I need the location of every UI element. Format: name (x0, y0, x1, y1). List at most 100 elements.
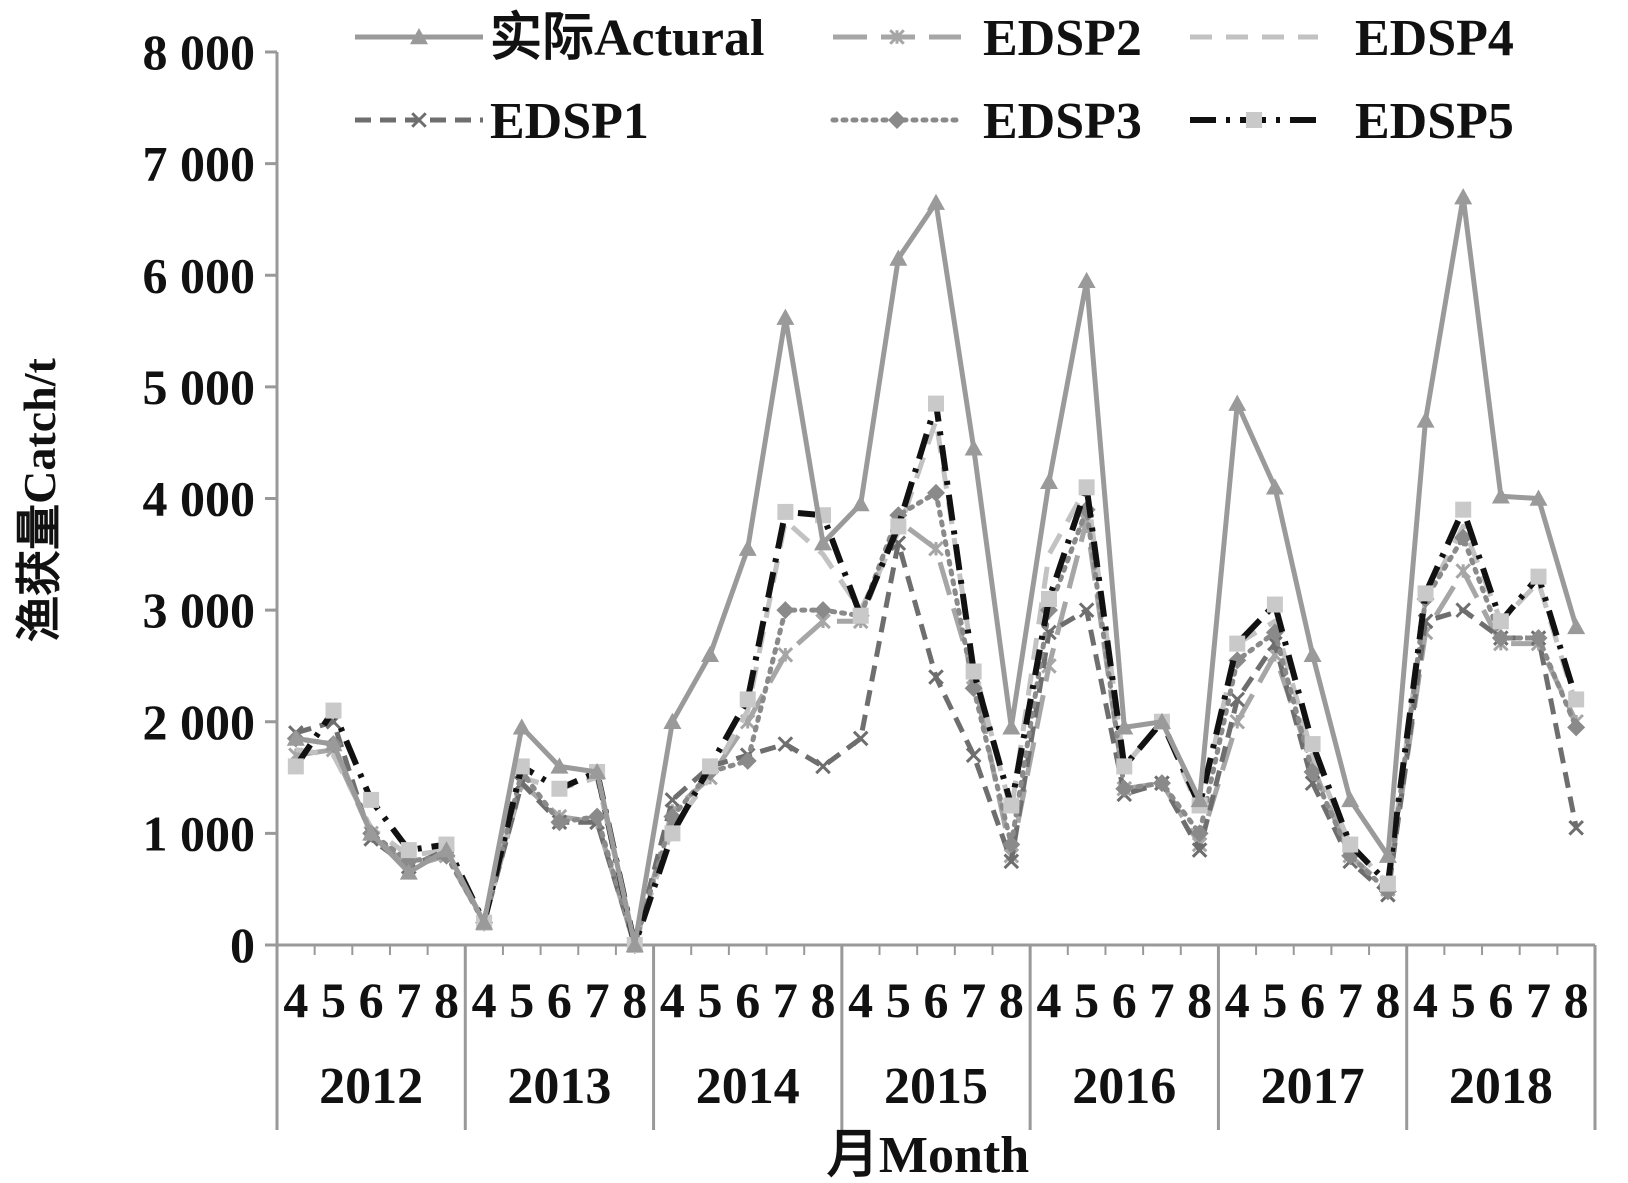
data-point (927, 193, 945, 210)
data-point (1039, 472, 1058, 489)
legend-item: EDSP3 (830, 93, 1142, 150)
x-tick-label-month: 5 (509, 972, 534, 1028)
x-axis-title: 月Month (827, 1127, 1029, 1183)
data-point (702, 758, 719, 775)
data-point (411, 112, 427, 128)
data-point (888, 111, 906, 129)
x-tick-label-month: 5 (321, 972, 346, 1028)
y-axis-title: 渔获量Catch/t (14, 358, 65, 642)
y-tick-label: 6 000 (143, 247, 256, 303)
data-point (1304, 736, 1321, 753)
axes-layer: 0 1 000 2 000 3 000 4 000 5 000 6 000 7 000 8 00… (143, 24, 1597, 1130)
data-point (889, 249, 908, 266)
data-point (1040, 590, 1057, 607)
legend-item: EDSP4 (1190, 10, 1514, 67)
data-point (664, 825, 681, 842)
data-point (776, 601, 795, 620)
x-tick-label-month: 4 (660, 972, 685, 1028)
y-tick-label: 5 000 (143, 359, 256, 415)
data-point (410, 28, 428, 45)
x-tick-label-month: 8 (1187, 972, 1212, 1028)
data-point (512, 718, 531, 735)
data-point (1342, 836, 1359, 853)
data-point (1530, 568, 1547, 585)
data-point (1002, 718, 1021, 735)
legend-label: EDSP4 (1355, 10, 1514, 67)
legend-item: EDSP1 (355, 93, 649, 150)
data-point (588, 807, 607, 826)
data-point (1492, 613, 1509, 630)
data-point (551, 780, 568, 797)
legend-label: EDSP3 (983, 93, 1142, 150)
legend: 实际Actural EDSP2 EDSP4 EDSP1 EDSP3 EDSP5 (355, 9, 1514, 150)
data-point (1491, 629, 1510, 648)
y-tick-label: 3 000 (143, 582, 256, 638)
x-tick-label-month: 6 (1300, 972, 1325, 1028)
legend-label: EDSP2 (983, 10, 1142, 67)
data-point (928, 540, 944, 557)
y-tick-label: 7 000 (143, 136, 256, 192)
x-tick-label-month: 4 (1225, 972, 1250, 1028)
legend-item: EDSP2 (833, 10, 1142, 67)
legend-label: 实际Actural (490, 9, 764, 67)
data-point (1115, 779, 1134, 798)
data-point (1529, 489, 1548, 506)
y-tick-label: 8 000 (143, 24, 256, 80)
data-point (437, 841, 456, 858)
x-tick-label-month: 4 (1036, 972, 1061, 1028)
x-tick-label-month: 7 (585, 972, 610, 1028)
series-EDSP5 (287, 395, 1585, 953)
data-point (550, 757, 569, 774)
data-point (739, 691, 756, 708)
data-point (475, 913, 494, 930)
data-point (1378, 846, 1397, 863)
x-tick-label-month: 5 (1074, 972, 1099, 1028)
data-point (815, 758, 831, 775)
data-point (1229, 691, 1246, 708)
data-point (1567, 617, 1586, 635)
x-tick-label-month: 7 (961, 972, 986, 1028)
data-point (1303, 762, 1322, 781)
x-tick-label-month: 5 (1451, 972, 1476, 1028)
data-point (363, 791, 380, 808)
x-tick-label-month: 7 (1149, 972, 1174, 1028)
x-tick-label-year: 2013 (507, 1058, 611, 1115)
data-point (325, 702, 342, 719)
x-tick-label-month: 8 (434, 972, 459, 1028)
series-实际Actural (286, 188, 1586, 953)
x-tick-label-month: 7 (1526, 972, 1551, 1028)
data-point (1416, 411, 1435, 428)
x-tick-label-month: 4 (1413, 972, 1438, 1028)
legend-label: EDSP5 (1355, 93, 1514, 150)
data-point (1229, 635, 1246, 652)
x-tick-label-month: 6 (359, 972, 384, 1028)
data-point (1568, 819, 1584, 836)
data-point (1078, 479, 1095, 496)
data-point (400, 842, 417, 859)
data-point (890, 518, 907, 535)
data-point (1078, 602, 1095, 618)
data-point (1491, 487, 1510, 504)
legend-label: EDSP1 (490, 93, 649, 150)
x-tick-label-month: 4 (472, 972, 497, 1028)
data-point (814, 534, 833, 551)
x-tick-label-year: 2018 (1449, 1058, 1553, 1115)
x-tick-label-month: 6 (1112, 972, 1137, 1028)
data-point (1003, 797, 1020, 814)
data-point (1455, 501, 1472, 518)
data-point (965, 747, 982, 764)
data-point (1191, 842, 1208, 858)
data-point (928, 395, 944, 412)
x-tick-label-month: 6 (1488, 972, 1513, 1028)
data-point (927, 483, 945, 502)
data-point (928, 669, 944, 685)
data-point (889, 29, 905, 45)
x-tick-label-month: 8 (1564, 972, 1589, 1028)
data-point (1417, 585, 1434, 602)
data-point (1455, 602, 1472, 618)
data-point (738, 751, 757, 770)
data-point (965, 663, 982, 680)
data-point (588, 762, 607, 780)
data-point (287, 758, 304, 775)
data-point (701, 645, 720, 662)
